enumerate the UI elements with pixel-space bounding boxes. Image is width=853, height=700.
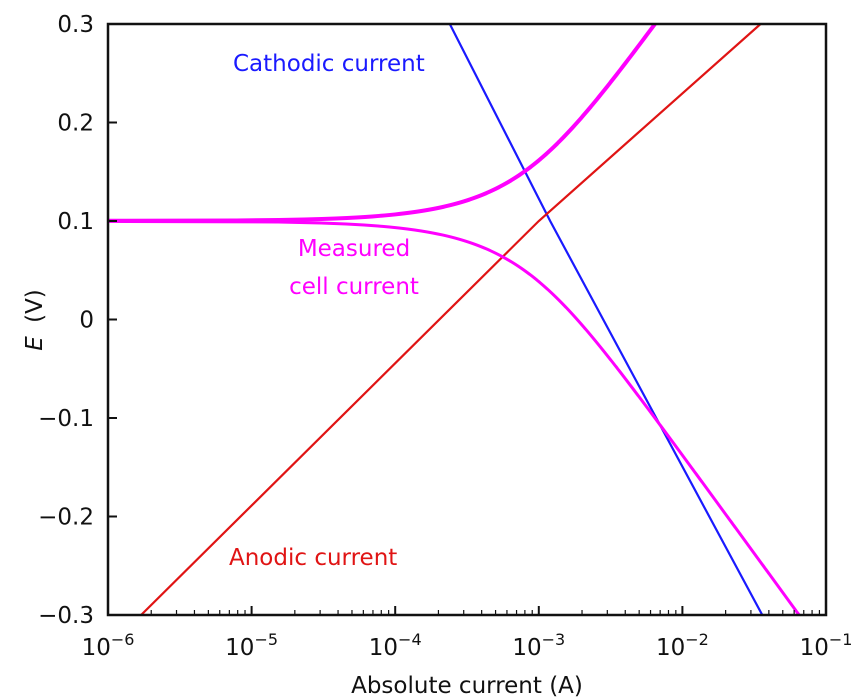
cathodic-current-label: Cathodic current — [233, 51, 425, 77]
x-axis-title: Absolute current (A) — [351, 673, 583, 699]
y-axis-unit: (V) — [22, 289, 48, 323]
plot-frame — [106, 22, 828, 617]
y-tick-label: 0.2 — [57, 111, 94, 137]
measured-label-line2: cell current — [289, 274, 419, 300]
measured-label-line1: Measured — [298, 236, 410, 262]
anodic-current-label: Anodic current — [229, 545, 397, 571]
y-tick-label: −0.3 — [38, 603, 94, 629]
anodic-current-line — [140, 24, 762, 615]
x-tick-label: 10−6 — [82, 630, 135, 661]
y-axis-title: E (V) — [22, 289, 48, 351]
ticks-layer: 10−6 10−5 10−4 10−3 10−2 10−1 0.3 0.2 0.1 0 −0.1 −0… — [38, 12, 852, 661]
x-tick-label: 10−1 — [800, 630, 853, 661]
measured-current-cathodic-branch — [108, 219, 801, 615]
x-tick-label: 10−5 — [225, 630, 278, 661]
y-tick-label: −0.2 — [38, 505, 94, 531]
x-tick-label: 10−2 — [656, 630, 709, 661]
y-axis-symbol: E — [22, 336, 48, 351]
x-tick-label: 10−3 — [512, 630, 565, 661]
series-layer — [108, 24, 801, 615]
y-tick-label: −0.1 — [38, 406, 94, 432]
measured-current-anodic-branch — [108, 24, 658, 223]
y-tick-label: 0.3 — [57, 12, 94, 38]
x-tick-label: 10−4 — [369, 630, 422, 661]
y-tick-label: 0 — [79, 308, 94, 334]
cathodic-current-line — [448, 24, 764, 615]
y-tick-label: 0.1 — [57, 209, 94, 235]
